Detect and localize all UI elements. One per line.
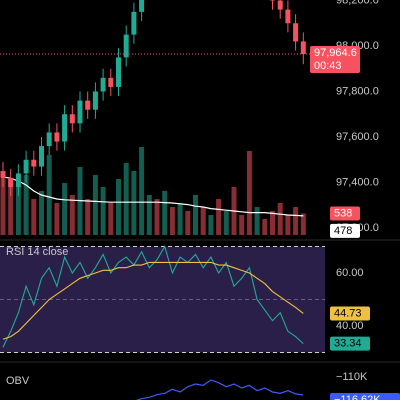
volume-bar [0, 171, 6, 235]
volume-bar [293, 207, 299, 235]
y-tick-label: −110K [336, 371, 368, 383]
volume-value: 538 [334, 207, 352, 219]
volume-bar [169, 207, 175, 235]
volume-bar [123, 163, 129, 235]
last-price: 97,964.6 [314, 47, 357, 59]
candle-body [123, 34, 129, 58]
volume-bar [208, 215, 214, 235]
candle-body [23, 159, 29, 174]
volume-bar [15, 187, 21, 235]
volume-bar [246, 151, 252, 235]
y-tick-label: 97,400.0 [336, 176, 379, 188]
last-price-box [310, 46, 360, 74]
rsi-value: 33.34 [334, 338, 362, 350]
y-tick-label: 97,800.0 [336, 85, 379, 97]
volume-bar [270, 211, 275, 235]
volume-bar [162, 191, 168, 235]
volume-bar [100, 187, 106, 235]
obv-line [135, 379, 304, 400]
volume-bar [193, 195, 198, 235]
volume-ma-line [2, 176, 304, 217]
volume-bar [23, 175, 29, 235]
volume-bar [300, 213, 306, 235]
candle-body [8, 177, 14, 188]
obv-value-box [330, 393, 400, 400]
obv-title: OBV [6, 375, 30, 387]
y-tick-label: 97,600.0 [336, 131, 379, 143]
volume-bar [54, 203, 60, 235]
volume-bar [200, 207, 206, 235]
volume-bar [116, 179, 121, 235]
candle-body [100, 77, 106, 92]
candle-body [300, 41, 306, 55]
volume-bar [85, 199, 91, 235]
y-tick-label: 60.00 [336, 267, 364, 279]
volume-bar [239, 215, 245, 235]
candle-body [39, 146, 44, 167]
candle-body [270, 0, 275, 1]
rsi-ma-value: 44.73 [334, 307, 362, 319]
candle-body [108, 77, 114, 87]
candle-body [77, 100, 83, 124]
candle-body [15, 173, 21, 188]
candle-body [62, 114, 68, 142]
volume-bar [31, 199, 37, 235]
obv-pane [135, 379, 304, 400]
rsi-line [2, 261, 304, 340]
candle-body [31, 159, 37, 167]
volume-ma-value-box [330, 223, 360, 238]
candle-body [285, 9, 291, 24]
volume-bar [46, 155, 52, 235]
candle-body [0, 171, 6, 178]
obv-value: −116.62K [334, 394, 381, 400]
volume-bar [185, 211, 191, 235]
candle-body [293, 23, 299, 42]
volume-bar [8, 179, 14, 235]
volume-bar [216, 199, 222, 235]
candle-body [92, 91, 98, 110]
volume-bar [62, 183, 68, 235]
volume-bar [146, 195, 152, 235]
rsi-ma-value-box [330, 306, 370, 321]
candle-body [54, 132, 60, 142]
rsi-value-box [330, 336, 370, 351]
rsi-line [2, 245, 304, 348]
y-tick-label: 40.00 [336, 320, 364, 332]
y-tick-label: 98,200.0 [336, 0, 379, 6]
volume-bar [139, 147, 145, 235]
candle-body [69, 114, 75, 124]
candle-body [46, 132, 52, 147]
volume-bar [39, 191, 44, 235]
volume-bar [131, 171, 137, 235]
volume-bar [223, 211, 229, 235]
volume-value-box [330, 206, 360, 221]
candle-body [116, 57, 121, 87]
candle-body [131, 11, 137, 35]
volume-bar [69, 195, 75, 235]
overlay: 98,200.098,000.097,800.097,600.097,400.0… [0, 0, 379, 351]
volume-bar [108, 203, 114, 235]
volume-ma-value: 478 [334, 225, 352, 237]
volume-bar [177, 203, 183, 235]
rsi-title: RSI 14 close [6, 246, 68, 258]
volume-bar [154, 199, 160, 235]
volume-bar [254, 207, 260, 235]
countdown: 00:43 [314, 60, 342, 72]
candle-body [85, 100, 91, 110]
price-pane [0, 0, 306, 235]
volume-bar [277, 203, 283, 235]
candle-body [139, 0, 145, 12]
volume-bar [285, 215, 291, 235]
volume-bar [262, 219, 268, 235]
volume-bar [92, 175, 98, 235]
candle-body [277, 0, 283, 10]
